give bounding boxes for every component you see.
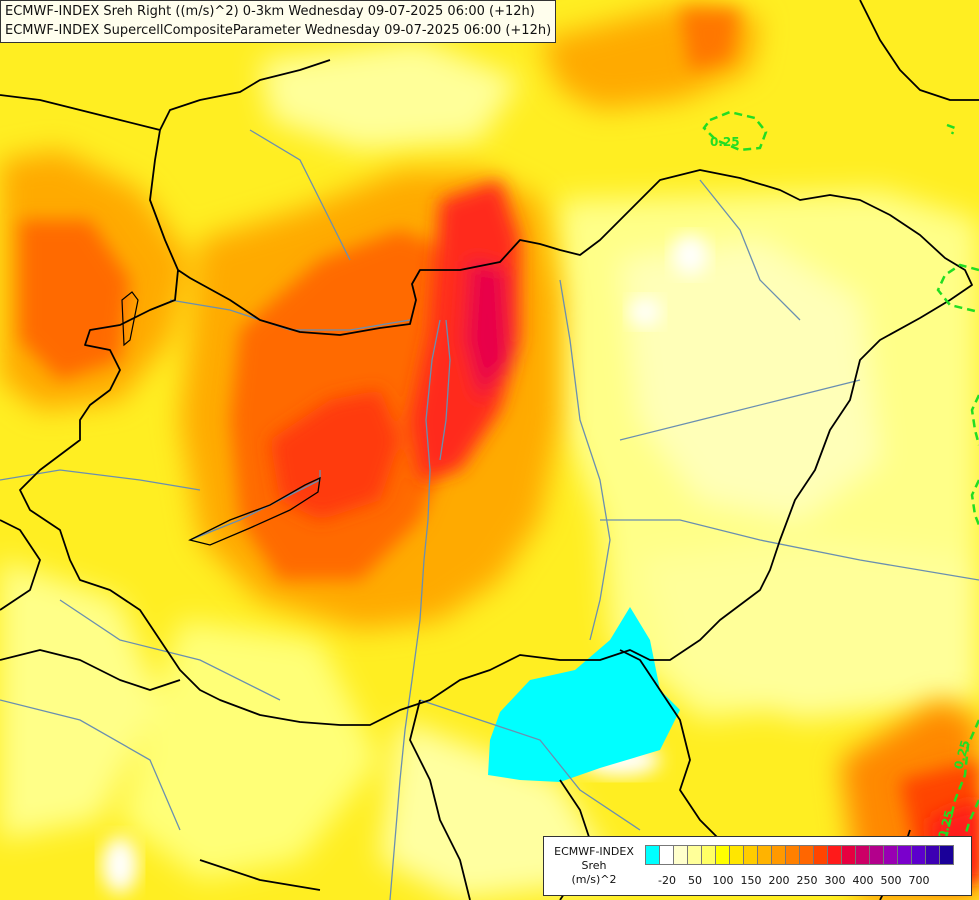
legend-unit: (m/s)^2 xyxy=(571,873,617,886)
legend-swatch xyxy=(799,845,814,865)
legend-swatch xyxy=(729,845,744,865)
legend-swatch xyxy=(659,845,674,865)
map-title-line-2: ECMWF-INDEX SupercellCompositeParameter … xyxy=(5,23,552,38)
legend-swatch xyxy=(827,845,842,865)
legend-swatch xyxy=(855,845,870,865)
legend-tick: 50 xyxy=(688,874,702,887)
legend-tick: 200 xyxy=(768,874,790,887)
scp-contour-label: 0.25 xyxy=(710,135,740,149)
legend-source: ECMWF-INDEX xyxy=(554,845,634,858)
legend-swatch xyxy=(869,845,884,865)
legend-tick: 700 xyxy=(908,874,930,887)
legend-swatch xyxy=(939,845,954,865)
color-legend: ECMWF-INDEX Sreh (m/s)^2 -20 50 100 150 200 2… xyxy=(543,836,972,896)
legend-swatch xyxy=(673,845,688,865)
map-title-box: ECMWF-INDEX Sreh Right ((m/s)^2) 0-3km W… xyxy=(0,0,557,43)
legend-swatch xyxy=(785,845,800,865)
legend-swatch xyxy=(743,845,758,865)
legend-tick: 300 xyxy=(824,874,846,887)
legend-swatch xyxy=(897,845,912,865)
legend-tick: -20 xyxy=(658,874,676,887)
legend-swatch xyxy=(645,845,660,865)
map-title-line-1: ECMWF-INDEX Sreh Right ((m/s)^2) 0-3km W… xyxy=(5,4,535,19)
legend-tick: 100 xyxy=(712,874,734,887)
rivers xyxy=(0,129,979,900)
legend-swatch xyxy=(883,845,898,865)
legend-swatch xyxy=(925,845,940,865)
legend-swatch xyxy=(701,845,716,865)
legend-tick: 250 xyxy=(796,874,818,887)
legend-swatch xyxy=(911,845,926,865)
legend-swatch xyxy=(771,845,786,865)
lake-outline xyxy=(188,476,321,546)
legend-variable: Sreh xyxy=(581,859,607,872)
legend-swatch xyxy=(841,845,856,865)
legend-swatch xyxy=(757,845,772,865)
legend-swatch xyxy=(813,845,828,865)
lake-outline-north xyxy=(121,291,139,347)
legend-tick: 400 xyxy=(852,874,874,887)
legend-tick: 500 xyxy=(880,874,902,887)
legend-tick-labels: -20 50 100 150 200 250 300 400 500 700 xyxy=(645,874,969,890)
legend-swatch xyxy=(715,845,730,865)
legend-color-scale xyxy=(645,845,954,865)
legend-swatch xyxy=(687,845,702,865)
legend-tick: 150 xyxy=(740,874,762,887)
